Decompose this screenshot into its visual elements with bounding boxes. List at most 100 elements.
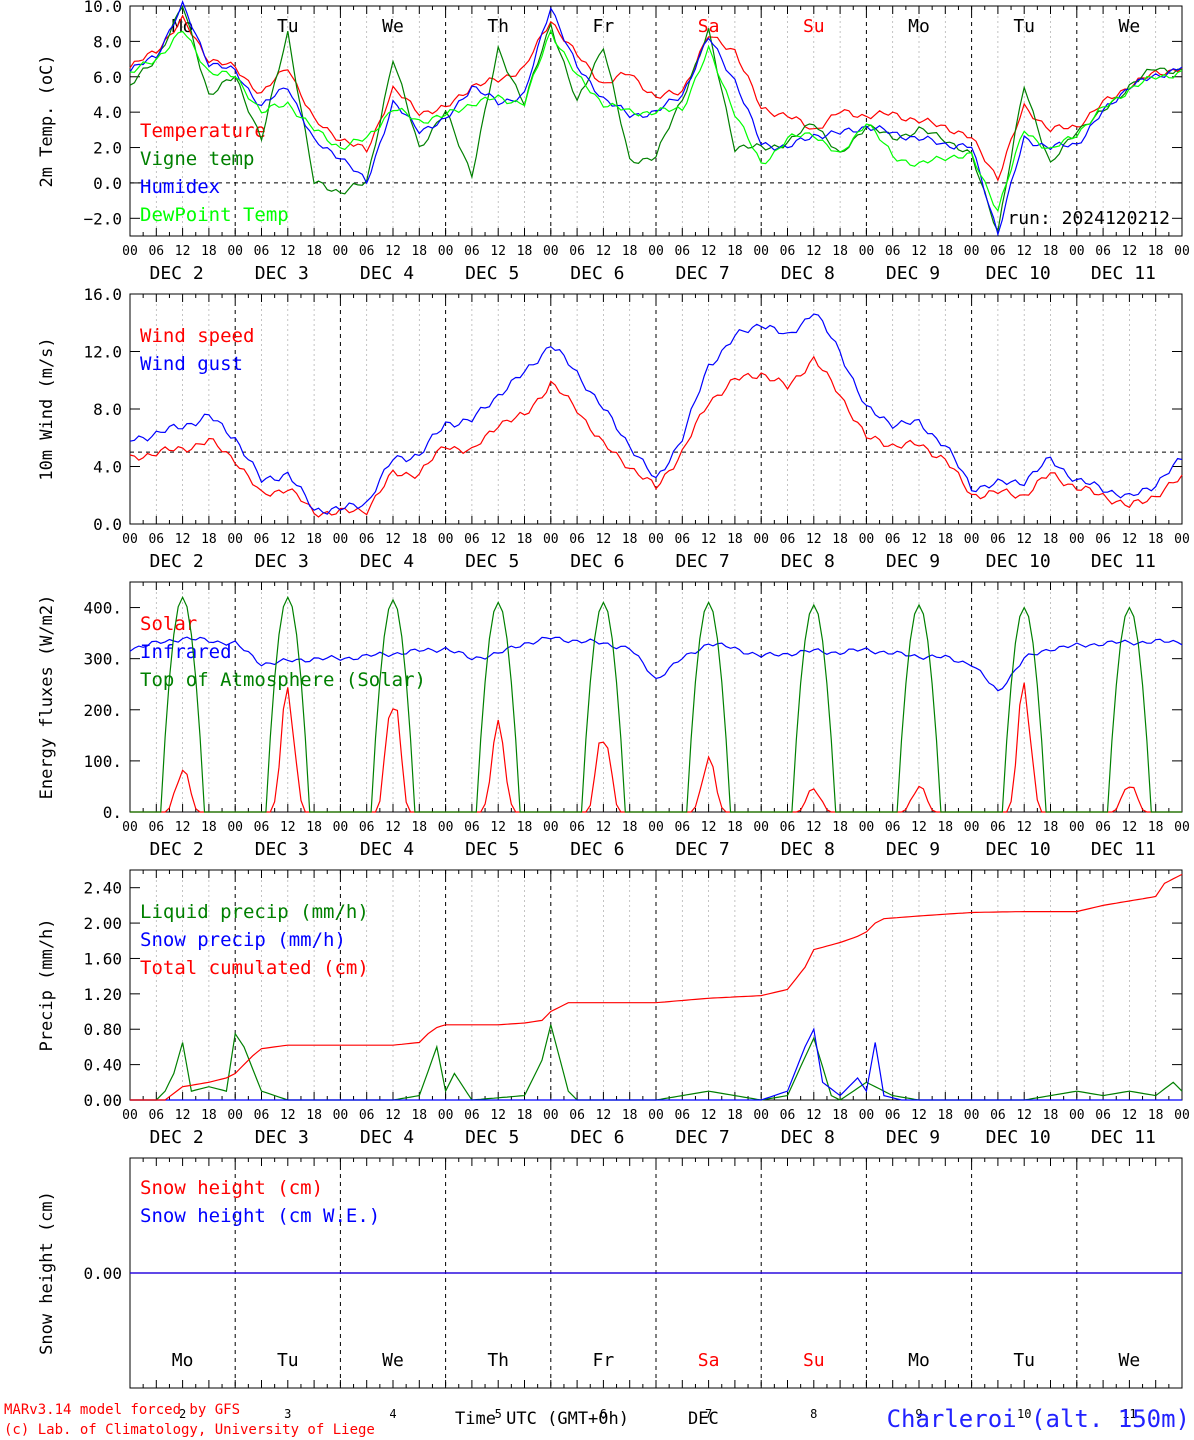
hour-label: 00 [964, 244, 980, 259]
y-tick-label: 8.0 [93, 32, 122, 51]
hour-label: 00 [1174, 1108, 1190, 1123]
hour-label: 06 [569, 820, 585, 835]
date-label: DEC 5 [465, 551, 519, 572]
hour-label: 06 [464, 532, 480, 547]
series-line [130, 1027, 1182, 1101]
hour-label: 00 [1069, 820, 1085, 835]
hour-label: 06 [569, 532, 585, 547]
hour-label: 18 [727, 1108, 743, 1123]
hour-label: 12 [385, 820, 401, 835]
date-label: DEC 9 [886, 551, 940, 572]
date-label: DEC 10 [986, 263, 1051, 284]
series-line [130, 873, 1183, 1101]
weekday-label: Mo [908, 1350, 930, 1371]
y-tick-label: 4.0 [93, 458, 122, 477]
hour-label: 18 [622, 1108, 638, 1123]
hour-label: 18 [832, 244, 848, 259]
hour-label: 12 [911, 1108, 927, 1123]
hour-label: 00 [859, 820, 875, 835]
hour-label: 12 [596, 244, 612, 259]
hour-label: 06 [780, 1108, 796, 1123]
hour-label: 12 [490, 532, 506, 547]
hour-label: 06 [359, 820, 375, 835]
hour-label: 12 [1016, 532, 1032, 547]
y-axis-label: 10m Wind (m/s) [37, 337, 57, 480]
hour-label: 06 [1095, 244, 1111, 259]
hour-label: 06 [780, 820, 796, 835]
weekday-label: We [1119, 16, 1141, 37]
y-tick-label: 400. [83, 599, 122, 618]
legend-entry: Snow height (cm) [140, 1177, 323, 1199]
date-label: DEC 8 [781, 839, 835, 860]
y-axis-label: Energy fluxes (W/m2) [37, 595, 57, 800]
hour-label: 00 [964, 1108, 980, 1123]
legend-entry: DewPoint Temp [140, 204, 289, 226]
y-tick-label: 2.0 [93, 139, 122, 158]
y-tick-label: 12.0 [83, 343, 122, 362]
hour-label: 12 [701, 1108, 717, 1123]
hour-label: 18 [727, 820, 743, 835]
hour-label: 00 [648, 532, 664, 547]
hour-label: 06 [569, 244, 585, 259]
hour-label: 00 [438, 532, 454, 547]
hour-label: 00 [1174, 820, 1190, 835]
hour-label: 06 [1095, 1108, 1111, 1123]
hour-label: 18 [1148, 1108, 1164, 1123]
hour-label: 18 [306, 244, 322, 259]
date-label: DEC 9 [886, 263, 940, 284]
hour-label: 12 [806, 532, 822, 547]
weekday-label: Mo [172, 1350, 194, 1371]
hour-label: 06 [359, 244, 375, 259]
weekday-label: Tu [1013, 1350, 1035, 1371]
date-label: DEC 2 [150, 551, 204, 572]
weekday-label: Su [803, 16, 825, 37]
day-number: 10 [1017, 1407, 1031, 1421]
weekday-label: Th [487, 16, 509, 37]
hour-label: 12 [385, 1108, 401, 1123]
hour-label: 06 [674, 1108, 690, 1123]
hour-label: 18 [727, 532, 743, 547]
hour-label: 00 [543, 532, 559, 547]
hour-label: 12 [1122, 820, 1138, 835]
hour-label: 06 [464, 820, 480, 835]
hour-label: 18 [832, 820, 848, 835]
y-tick-label: 1.20 [83, 985, 122, 1004]
hour-label: 00 [227, 1108, 243, 1123]
hour-label: 06 [148, 820, 164, 835]
hour-label: 06 [885, 820, 901, 835]
hour-label: 06 [674, 820, 690, 835]
hour-label: 12 [280, 820, 296, 835]
hour-label: 12 [911, 244, 927, 259]
hour-label: 12 [385, 244, 401, 259]
hour-label: 18 [1043, 1108, 1059, 1123]
hour-label: 18 [411, 820, 427, 835]
hour-label: 00 [122, 532, 138, 547]
hour-label: 06 [885, 1108, 901, 1123]
hour-label: 06 [148, 532, 164, 547]
y-tick-label: 0.0 [93, 174, 122, 193]
date-label: DEC 4 [360, 839, 414, 860]
y-tick-label: −2.0 [83, 209, 122, 228]
date-label: DEC 11 [1091, 839, 1156, 860]
y-tick-label: 0.0 [93, 515, 122, 534]
date-label: DEC 9 [886, 1127, 940, 1148]
hour-label: 12 [1016, 1108, 1032, 1123]
hour-label: 00 [438, 1108, 454, 1123]
hour-label: 12 [596, 532, 612, 547]
date-label: DEC 10 [986, 551, 1051, 572]
hour-label: 00 [648, 1108, 664, 1123]
legend-entry: Infrared [140, 641, 232, 663]
hour-label: 18 [517, 1108, 533, 1123]
hour-label: 00 [1069, 532, 1085, 547]
legend-entry: Temperature [140, 120, 266, 142]
date-label: DEC 4 [360, 551, 414, 572]
hour-label: 12 [911, 532, 927, 547]
y-tick-label: 16.0 [83, 285, 122, 304]
date-label: DEC 4 [360, 1127, 414, 1148]
hour-label: 06 [885, 532, 901, 547]
hour-label: 06 [990, 1108, 1006, 1123]
day-number: 4 [389, 1407, 396, 1421]
series-line [129, 313, 1183, 515]
legend-entry: Snow precip (mm/h) [140, 929, 346, 951]
date-label: DEC 6 [570, 263, 624, 284]
